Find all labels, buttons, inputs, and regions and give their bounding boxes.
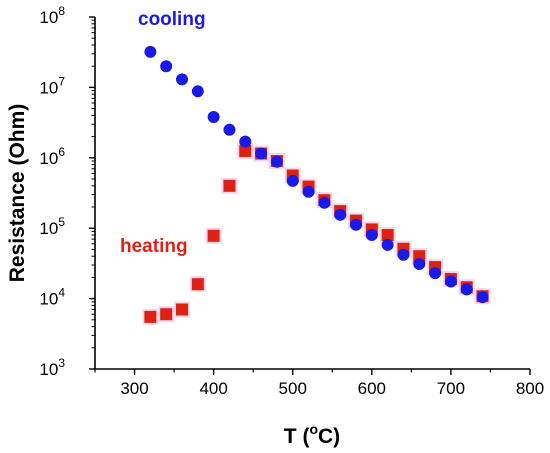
heating-point <box>160 308 173 321</box>
cooling-point <box>429 267 442 280</box>
cooling-point <box>460 283 473 296</box>
x-tick-label: 700 <box>437 379 465 398</box>
cooling-point <box>397 248 410 261</box>
x-tick-label: 500 <box>279 379 307 398</box>
heating-point <box>381 229 394 242</box>
cooling-point <box>334 208 347 221</box>
x-tick-label: 400 <box>199 379 227 398</box>
cooling-point <box>191 85 204 98</box>
y-axis-title: Resistance (Ohm) <box>6 104 29 283</box>
heating-point <box>223 179 236 192</box>
heating-point <box>207 229 220 242</box>
heating-label: heating <box>120 236 188 257</box>
data-marks <box>142 45 491 325</box>
x-tick-label: 800 <box>516 379 544 398</box>
cooling-point <box>318 196 331 209</box>
heating-point <box>176 303 188 316</box>
heating-point <box>239 144 252 157</box>
axes <box>94 17 530 370</box>
y-tick-label: 104 <box>39 286 65 309</box>
cooling-point <box>255 147 268 160</box>
cooling-point <box>365 229 378 242</box>
heating-point <box>191 278 204 291</box>
x-axis-title: T (oC) <box>284 421 340 448</box>
cooling-point <box>207 110 220 123</box>
heating-point <box>413 250 426 263</box>
cooling-point <box>381 238 394 251</box>
cooling-point <box>270 155 283 168</box>
y-tick-label: 107 <box>39 74 65 97</box>
heating-point <box>144 310 157 323</box>
labels: cooling heating T (oC) Resistance (Ohm) <box>6 9 340 448</box>
y-tick-label: 108 <box>39 4 65 27</box>
y-tick-label: 103 <box>39 356 65 379</box>
cooling-point <box>223 123 236 136</box>
cooling-point <box>144 45 157 58</box>
cooling-point <box>160 60 173 73</box>
y-tick-label: 105 <box>39 215 65 238</box>
cooling-point <box>413 258 426 271</box>
cooling-point <box>239 135 252 148</box>
cooling-point <box>286 174 299 187</box>
tick-group: 300 400 500 600 700 800 103 104 105 106 107 108 <box>39 4 544 398</box>
cooling-point <box>476 291 489 304</box>
y-tick-label: 106 <box>39 145 65 168</box>
cooling-point <box>444 275 457 288</box>
x-tick-label: 300 <box>120 379 148 398</box>
cooling-point <box>302 185 315 198</box>
cooling-point <box>176 73 188 86</box>
cooling-point <box>350 218 362 231</box>
cooling-label: cooling <box>138 9 206 30</box>
x-tick-label: 600 <box>358 379 386 398</box>
